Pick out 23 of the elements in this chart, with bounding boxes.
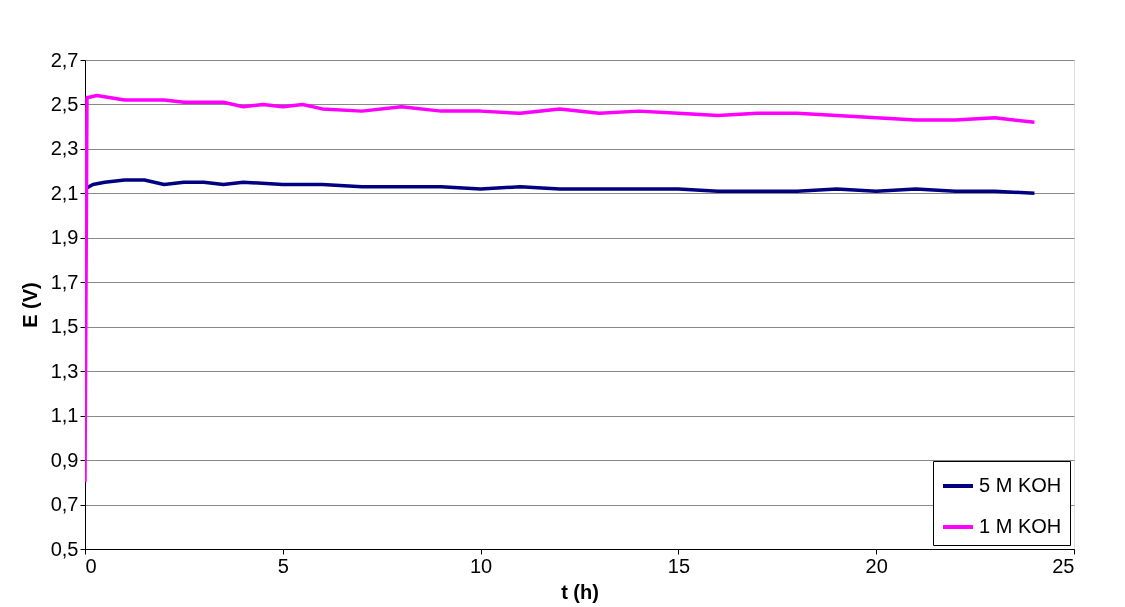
- y-tick-label: 1,9: [50, 226, 79, 249]
- y-tick-label: 2,7: [50, 48, 79, 71]
- y-tick-label: 1,5: [50, 315, 79, 338]
- legend-label: 5 M KOH: [979, 474, 1062, 496]
- y-tick-label: 1,1: [50, 404, 79, 427]
- y-tick-label: 1,7: [50, 270, 79, 293]
- y-tick-label: 0,7: [50, 493, 79, 516]
- x-tick-label: 10: [469, 554, 493, 577]
- x-axis-title: t (h): [561, 580, 599, 603]
- y-tick-label: 0,9: [50, 448, 79, 471]
- y-tick-label: 2,1: [50, 181, 79, 204]
- y-tick-label: 2,3: [50, 137, 79, 160]
- x-tick-label: 20: [865, 554, 888, 577]
- legend-label: 1 M KOH: [979, 515, 1062, 537]
- y-tick-label: 1,3: [50, 359, 79, 382]
- line-series: [85, 178, 1037, 196]
- x-tick-label: 15: [667, 554, 691, 577]
- x-tick-label: 0: [85, 554, 97, 577]
- y-axis-title: E (V): [18, 282, 41, 328]
- y-tick-label: 2,5: [50, 92, 79, 115]
- x-tick-label: 5: [277, 554, 289, 577]
- y-tick-label: 0,5: [50, 537, 79, 560]
- x-tick-label: 25: [1052, 554, 1075, 577]
